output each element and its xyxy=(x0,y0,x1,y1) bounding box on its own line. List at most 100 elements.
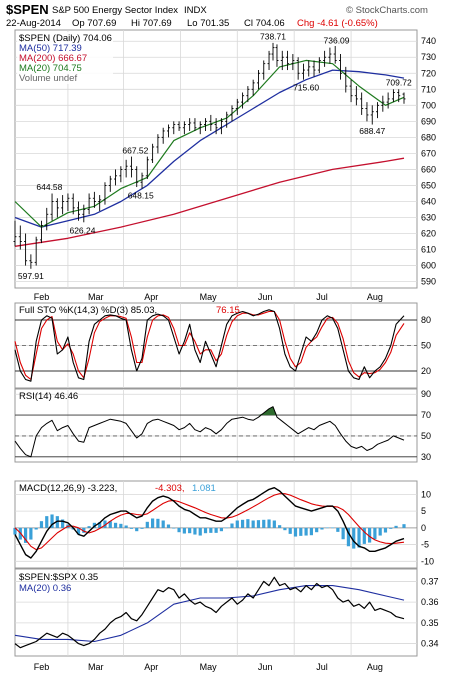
macd-hist-bar xyxy=(76,527,81,535)
macd-hist-bar xyxy=(145,521,149,528)
macd-line xyxy=(14,487,405,559)
month-label: Mar xyxy=(88,662,104,672)
macd-hist-bar xyxy=(92,522,96,528)
macd-hist-bar xyxy=(45,516,49,528)
macd-hist-bar xyxy=(29,527,33,540)
macd-hist-bar xyxy=(256,520,261,528)
macd-hist-bar xyxy=(219,527,224,532)
macd-hist-bar xyxy=(320,527,324,530)
macd-hist-bar xyxy=(82,527,86,533)
month-label: Jul xyxy=(316,662,328,672)
month-label: Feb xyxy=(34,292,50,302)
labels-layer: 5906006106206306406506606706806907007107… xyxy=(18,31,439,672)
y-tick-label: 0.36 xyxy=(421,597,439,607)
y-tick-label: -10 xyxy=(421,556,434,566)
month-label: Jun xyxy=(258,662,273,672)
y-tick-label: 650 xyxy=(421,180,436,190)
y-tick-label: 700 xyxy=(421,100,436,110)
y-tick-label: 670 xyxy=(421,148,436,158)
y-tick-label: 630 xyxy=(421,212,436,222)
y-tick-label: 0.34 xyxy=(421,639,439,649)
ratio-ma-line xyxy=(14,585,405,643)
price-legend-bg xyxy=(17,32,113,84)
macd-hist-bar xyxy=(315,527,319,533)
y-tick-label: 0 xyxy=(421,523,426,533)
price-annotation: 644.58 xyxy=(36,182,62,192)
macd-hist-bar xyxy=(161,520,165,528)
macd-hist-bar xyxy=(240,519,245,528)
macd-hist-bar xyxy=(330,527,335,529)
watermark: © StockCharts.com xyxy=(346,5,428,16)
month-label: Aug xyxy=(367,292,383,302)
macd-hist-bar xyxy=(325,527,329,529)
legend-ma200: MA(200) 666.67 xyxy=(19,53,87,64)
y-tick-label: 740 xyxy=(421,36,436,46)
macd-hist-bar xyxy=(209,527,213,533)
macd-hist-bar xyxy=(309,527,313,536)
macd-hist-bar xyxy=(288,527,292,534)
macd-signal-value: -4.303, xyxy=(155,483,185,494)
macd-hist-bar xyxy=(383,527,388,533)
macd-hist-bar xyxy=(283,527,287,531)
macd-hist-bar xyxy=(188,527,192,534)
marks-layer xyxy=(13,42,406,649)
legend-volume: Volume undef xyxy=(19,73,77,84)
price-panel-frame xyxy=(14,29,418,289)
macd-hist-bar xyxy=(61,519,65,528)
macd-hist-bar xyxy=(13,527,17,535)
ratio-line xyxy=(14,576,405,649)
y-tick-label: 90 xyxy=(421,389,431,399)
macd-hist-bar xyxy=(304,527,308,536)
price-annotation: 626.24 xyxy=(69,226,95,236)
symbol: $SPEN xyxy=(6,2,49,17)
macd-hist-bar xyxy=(98,522,102,528)
macd-hist-bar xyxy=(203,527,208,534)
legend-ma50: MA(50) 717.39 xyxy=(19,43,82,54)
price-annotation: 738.71 xyxy=(260,31,286,41)
macd-hist-bar xyxy=(23,527,28,543)
macd-hist-bar xyxy=(341,527,345,540)
y-tick-label: 10 xyxy=(421,489,431,499)
legend-ratio: $SPEN:$SPX 0.35 xyxy=(19,572,98,583)
sto-d-value: 76.15 xyxy=(216,305,240,316)
y-tick-label: 730 xyxy=(421,52,436,62)
macd-hist-bar xyxy=(124,525,128,528)
price-annotation: 648.15 xyxy=(128,190,154,200)
header-open: Op 707.69 xyxy=(72,18,116,29)
price-legend: $SPEN (Daily) 704.06 MA(50) 717.39 MA(20… xyxy=(17,32,113,84)
exchange: INDX xyxy=(184,5,207,16)
macd-hist-bar xyxy=(394,525,398,528)
y-tick-label: 70 xyxy=(421,410,431,420)
price-annotation: 667.52 xyxy=(122,145,148,155)
y-tick-label: 660 xyxy=(421,164,436,174)
macd-hist-bar xyxy=(34,527,38,530)
month-label: Jun xyxy=(258,292,273,302)
sto-legend: Full STO %K(14,3) %D(3) 85.03, 76.15 xyxy=(19,305,240,316)
y-tick-label: -5 xyxy=(421,540,429,550)
header-low: Lo 701.35 xyxy=(187,18,229,29)
macd-hist-bar xyxy=(246,519,250,528)
macd-hist-bar xyxy=(251,520,255,528)
macd-hist-bar xyxy=(373,527,377,540)
macd-hist-bar xyxy=(357,527,361,548)
macd-hist-bar xyxy=(336,527,340,532)
macd-hist-bar xyxy=(389,527,393,529)
y-tick-label: 680 xyxy=(421,132,436,142)
legend-ma20: MA(20) 704.75 xyxy=(19,63,82,74)
macd-hist-bar xyxy=(177,527,181,533)
grid-layer xyxy=(15,30,417,656)
sto-k-line xyxy=(14,309,405,382)
y-tick-label: 690 xyxy=(421,116,436,126)
month-label: May xyxy=(200,662,218,672)
sto-d-line xyxy=(14,310,405,381)
macd-hist-bar xyxy=(278,525,282,528)
macd-hist-bar xyxy=(225,527,229,529)
ratio-panel-frame xyxy=(14,568,418,657)
macd-hist-bar xyxy=(151,518,155,528)
macd-hist-bar xyxy=(108,521,112,528)
month-label: Apr xyxy=(144,662,158,672)
rsi-line xyxy=(14,406,405,458)
header-close: Cl 704.06 xyxy=(244,18,285,29)
macd-panel-frame xyxy=(14,480,418,569)
